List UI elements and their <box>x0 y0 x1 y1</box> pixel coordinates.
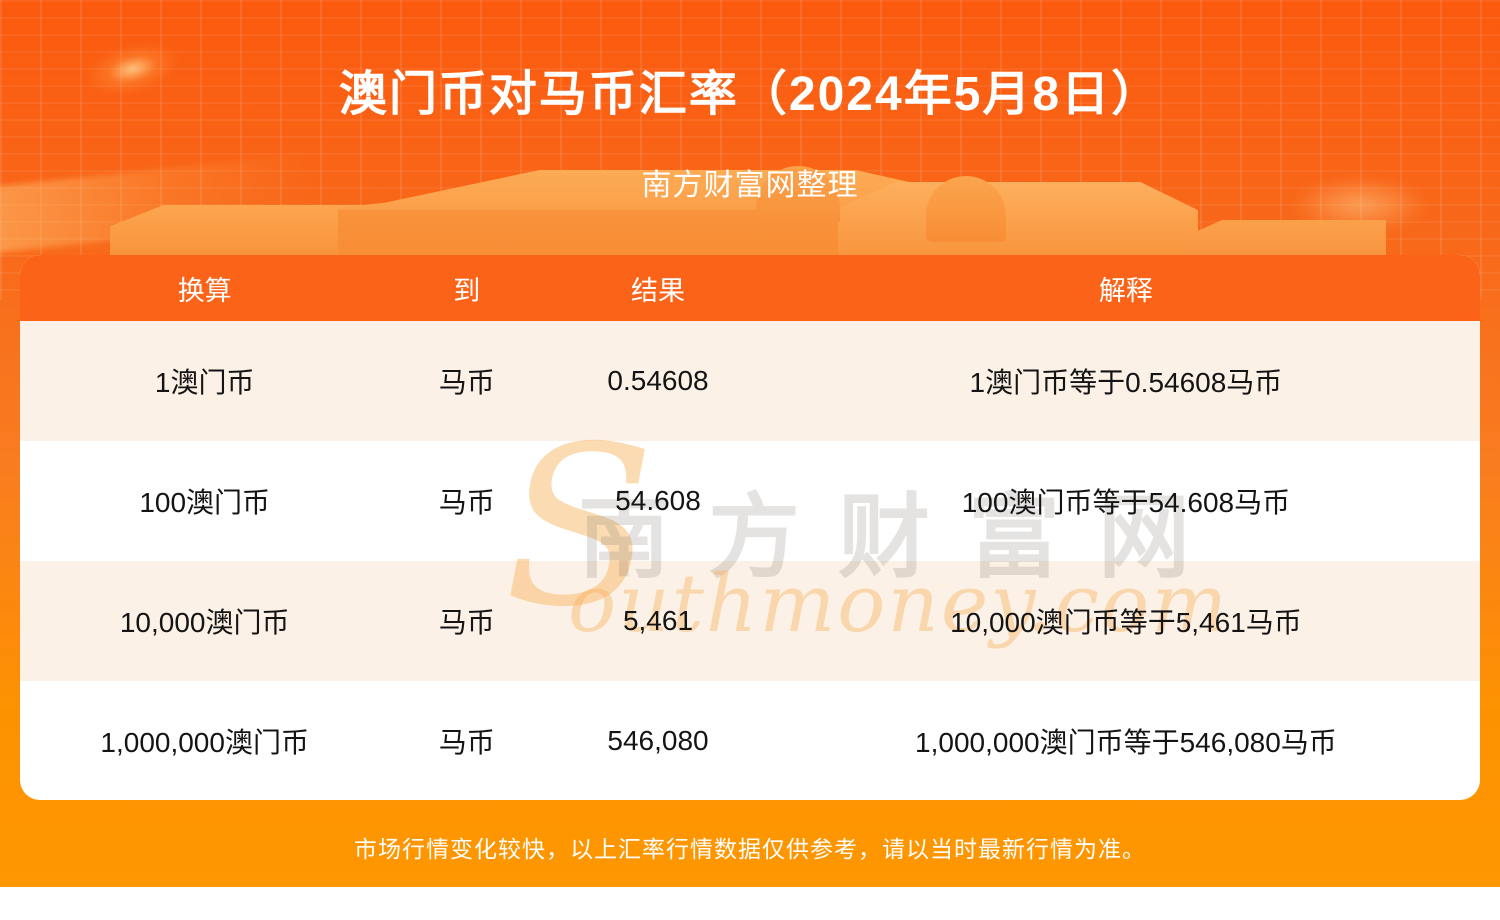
page-subtitle: 南方财富网整理 <box>641 169 859 202</box>
cell-explanation: 1澳门币等于0.54608马币 <box>969 367 1283 398</box>
cell-convert: 100澳门币 <box>139 487 271 518</box>
page-title: 澳门币对马币汇率（2024年5月8日） <box>338 68 1162 121</box>
cell-explanation: 100澳门币等于54.608马币 <box>961 487 1291 518</box>
cell-explanation: 10,000澳门币等于5,461马币 <box>950 607 1302 638</box>
table-row: 100澳门币 马币 54.608 100澳门币等于54.608马币 <box>20 441 1480 561</box>
cell-convert: 1澳门币 <box>154 367 255 398</box>
cell-to: 马币 <box>438 367 495 398</box>
column-header-explanation: 解释 <box>1098 275 1153 306</box>
table-row: 10,000澳门币 马币 5,461 10,000澳门币等于5,461马币 <box>20 561 1480 681</box>
cell-to: 马币 <box>438 487 495 518</box>
watermark-domain: outhmoney.com <box>568 557 1230 650</box>
cell-result: 0.54608 <box>607 365 709 396</box>
cell-result: 546,080 <box>607 724 709 756</box>
decor-3d-platform-far-right <box>1186 220 1386 256</box>
cell-result: 54.608 <box>615 485 701 516</box>
watermark-chinese: 南方财富网 <box>578 487 1229 589</box>
cell-convert: 10,000澳门币 <box>119 607 290 638</box>
cell-explanation: 1,000,000澳门币等于546,080马币 <box>915 726 1337 758</box>
decor-3d-platform-right <box>838 182 1198 256</box>
cell-to: 马币 <box>438 726 495 758</box>
table-row: 1,000,000澳门币 马币 546,080 1,000,000澳门币等于54… <box>20 681 1480 800</box>
disclaimer-text: 市场行情变化较快，以上汇率行情数据仅供参考，请以当时最新行情为准。 <box>354 836 1146 862</box>
exchange-rate-table: S 南方财富网 outhmoney.com 换算 到 结果 解释 1澳门币 马币… <box>20 255 1480 800</box>
cell-result: 5,461 <box>622 605 694 636</box>
table-header-row: 换算 到 结果 解释 <box>20 255 1480 321</box>
watermark: S 南方财富网 outhmoney.com <box>490 417 1227 675</box>
column-header-to: 到 <box>453 275 481 306</box>
cell-convert: 1,000,000澳门币 <box>100 726 309 758</box>
decor-cylinder-right <box>926 176 1006 242</box>
table-row: 1澳门币 马币 0.54608 1澳门币等于0.54608马币 <box>20 321 1480 441</box>
column-header-convert: 换算 <box>177 275 232 306</box>
cell-to: 马币 <box>438 607 495 638</box>
watermark-initial: S <box>504 399 655 655</box>
column-header-result: 结果 <box>631 275 685 306</box>
